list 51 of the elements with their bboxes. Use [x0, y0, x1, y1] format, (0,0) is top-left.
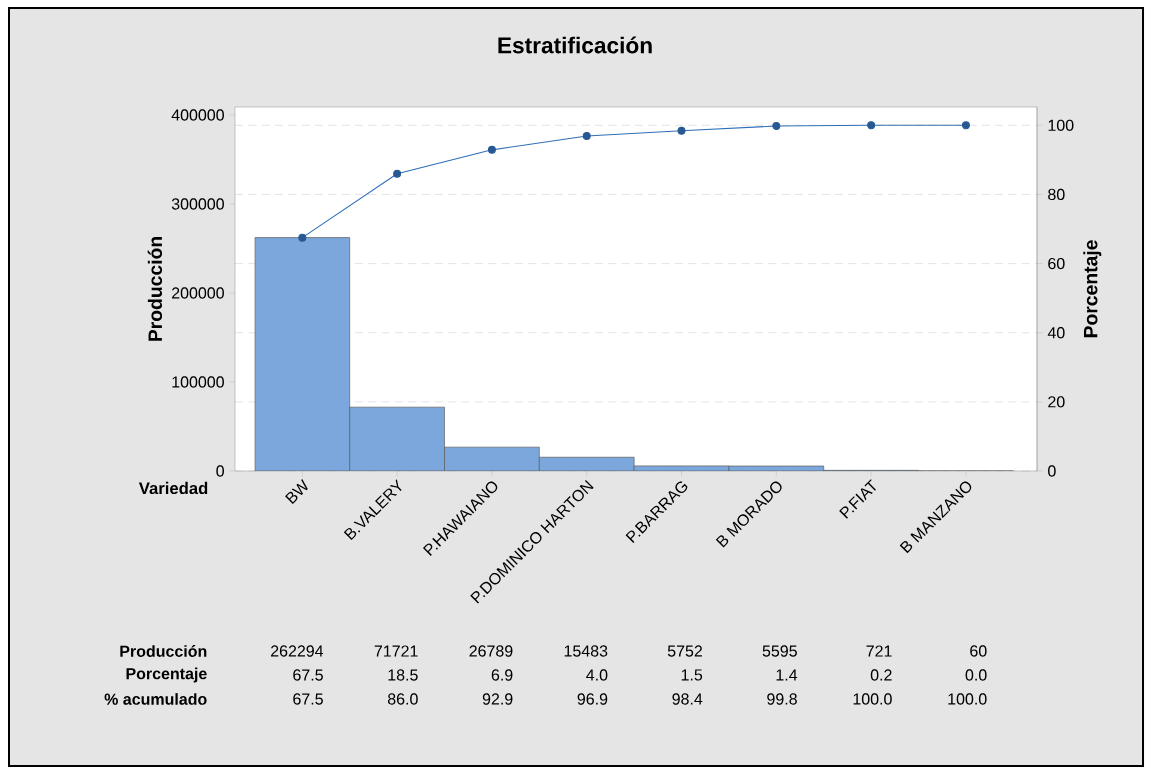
text: % acumulado	[104, 693, 207, 705]
text: 6.9	[491, 669, 513, 681]
text: 18.5	[388, 669, 418, 681]
data-label: 5752	[667, 645, 702, 657]
point	[677, 126, 686, 135]
data-label: 15483	[564, 645, 608, 657]
data-label: 100.0	[853, 693, 892, 705]
text: 1.4	[776, 669, 798, 681]
y-tick-label: 400000	[171, 109, 224, 121]
point	[582, 132, 591, 141]
data-label: 5595	[762, 645, 797, 657]
y-tick-label: 0	[216, 465, 224, 477]
text: 67.5	[293, 669, 323, 681]
data-label: 71721	[374, 645, 418, 657]
y-tick-label: 300000	[171, 198, 224, 210]
text: 1.5	[681, 669, 703, 681]
data-label: 99.8	[767, 693, 797, 705]
point	[961, 121, 970, 130]
point	[867, 121, 876, 130]
y2-tick-label: 100	[1048, 119, 1074, 131]
point	[772, 121, 781, 131]
text: 4.0	[586, 669, 608, 681]
y2-axis-title: Porcentaje	[1083, 240, 1102, 338]
y2-tick-label: 60	[1048, 257, 1065, 270]
text: 0.2	[870, 669, 892, 681]
data-label: 98.4	[672, 693, 703, 705]
y-axis-title: Producción	[147, 237, 163, 341]
data-label: 92.9	[482, 693, 513, 705]
chart-title: Estratificación	[498, 36, 652, 54]
point	[487, 145, 496, 154]
point	[393, 169, 402, 178]
x-tick-label: BW	[285, 479, 308, 505]
data-label: 721	[866, 645, 892, 657]
y2-tick-label: 20	[1048, 396, 1065, 408]
y-tick-label: 100000	[172, 376, 224, 388]
data-label: 86.0	[387, 693, 418, 705]
y2-tick-label: 40	[1047, 327, 1065, 339]
text: Porcentaje	[126, 667, 207, 683]
x-axis-title: Variedad	[138, 481, 208, 495]
y2-tick-label: 0	[1048, 465, 1056, 477]
data-label: 26789	[469, 645, 513, 657]
y2-tick-label: 80	[1048, 188, 1065, 201]
point	[298, 233, 307, 242]
data-label: 67.5	[293, 693, 323, 705]
data-label: 60	[970, 645, 987, 657]
y-tick-label: 200000	[172, 287, 224, 299]
text: 0.0	[965, 669, 987, 681]
text: Producción	[120, 645, 207, 657]
data-label: 96.9	[577, 693, 608, 705]
data-label: 100.0	[948, 693, 987, 705]
data-label: 262294	[271, 645, 324, 657]
